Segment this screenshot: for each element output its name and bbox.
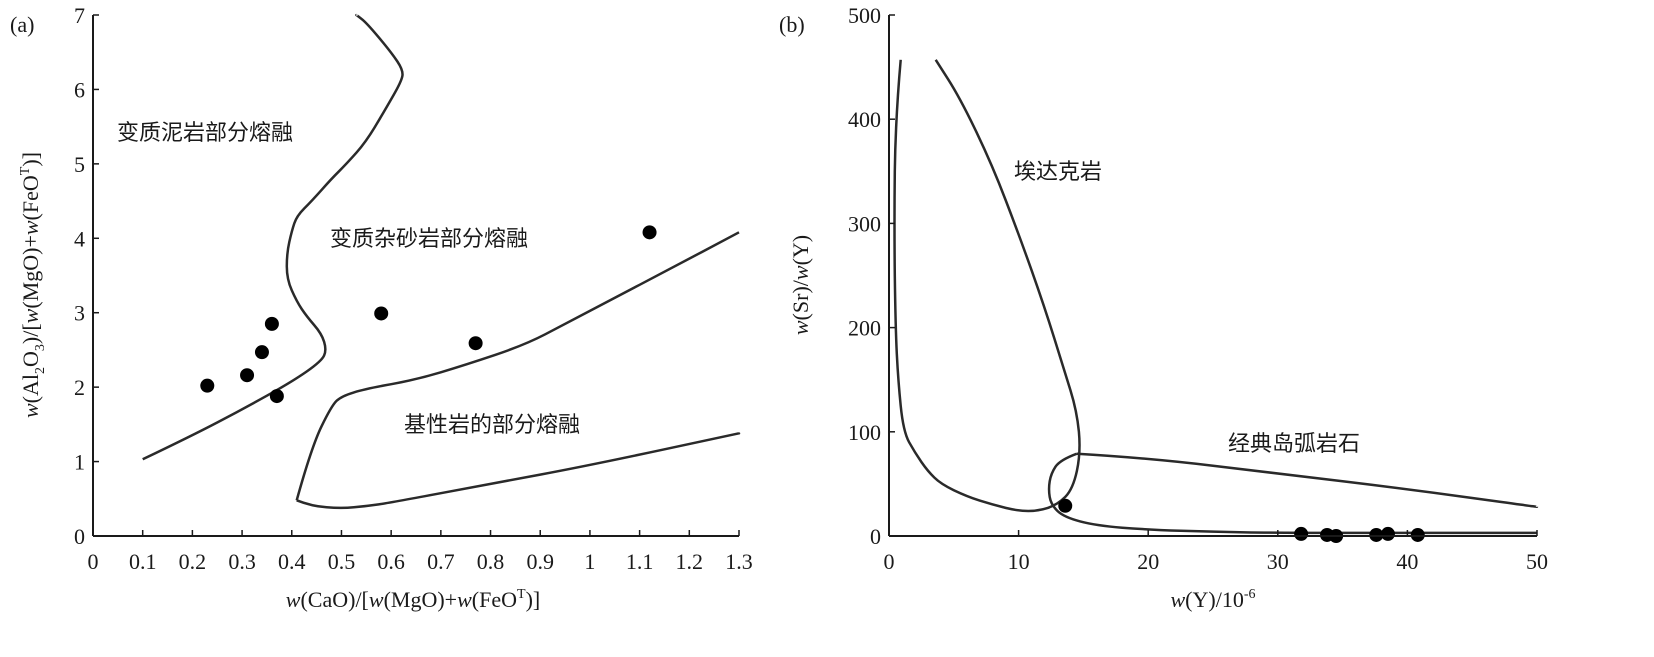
x-tick-label: 1.2 <box>676 549 704 574</box>
data-point <box>1294 526 1309 541</box>
y-tick-label: 500 <box>848 3 881 28</box>
data-point <box>642 225 657 240</box>
x-tick-label: 0.4 <box>278 549 306 574</box>
panel-b-x-ticks: 0 10 20 30 40 50 <box>884 530 1548 574</box>
panel-a-boundary-curves <box>142 13 741 510</box>
x-tick-label: 0.7 <box>427 549 455 574</box>
y-tick-label: 400 <box>848 107 881 132</box>
region-label-classic-arc-rock: 经典岛弧岩石 <box>1228 432 1360 457</box>
x-tick-label: 1.3 <box>725 549 753 574</box>
panel-b-y-ticks: 0 100 200 300 400 500 <box>848 3 895 549</box>
panel-a-label: (a) <box>10 12 34 37</box>
panel-b-axes <box>888 15 1537 537</box>
data-point <box>264 316 279 331</box>
panel-a-data-points <box>200 225 657 404</box>
x-tick-label: 20 <box>1137 549 1159 574</box>
y-tick-label: 200 <box>848 316 881 341</box>
data-point <box>200 378 215 393</box>
region-label-basic-rock: 基性岩的部分熔融 <box>404 413 580 438</box>
data-point <box>1369 527 1384 542</box>
x-tick-label: 1.1 <box>626 549 654 574</box>
y-tick-label: 1 <box>74 450 85 475</box>
x-tick-label: 0.8 <box>477 549 505 574</box>
x-tick-label: 50 <box>1526 549 1548 574</box>
x-tick-label: 30 <box>1267 549 1289 574</box>
panel-b-boundary-curves <box>893 59 1539 535</box>
boundary-curve <box>142 13 404 461</box>
y-tick-label: 300 <box>848 211 881 236</box>
y-tick-label: 7 <box>74 3 85 28</box>
y-tick-label: 0 <box>74 524 85 549</box>
x-tick-label: 0.2 <box>179 549 207 574</box>
boundary-curve <box>296 432 741 510</box>
x-tick-label: 0 <box>884 549 895 574</box>
region-label-metapelite: 变质泥岩部分熔融 <box>117 121 293 146</box>
panel-b-y-axis-label: w(Sr)/w(Y) <box>788 235 813 335</box>
boundary-curve <box>1047 452 1537 535</box>
panel-a-x-axis-label: w(CaO)/[w(MgO)+w(FeOT)] <box>286 587 540 612</box>
data-point <box>1058 498 1073 513</box>
region-label-adakite: 埃达克岩 <box>1014 160 1102 185</box>
x-tick-label: 1 <box>584 549 595 574</box>
y-tick-label: 100 <box>848 420 881 445</box>
data-point <box>468 336 483 351</box>
panel-a-axes <box>92 15 739 537</box>
panel-a-y-ticks: 0 1 2 3 4 5 6 7 <box>74 3 99 549</box>
panel-a-x-ticks: 0 0.1 0.2 0.3 0.4 0.5 0.6 0.7 0.8 0.9 1 1.1 1.2 1.3 <box>88 530 753 574</box>
boundary-curve <box>1076 452 1539 509</box>
y-tick-label: 3 <box>74 301 85 326</box>
x-tick-label: 0.3 <box>228 549 256 574</box>
y-tick-label: 5 <box>74 152 85 177</box>
data-point <box>1410 527 1425 542</box>
data-point <box>269 389 284 404</box>
x-tick-label: 40 <box>1396 549 1418 574</box>
panel-a-chart: (a) 0 0.1 0.2 0.3 0.4 0.5 0.6 0.7 0.8 0.9 1 1.1 1.2 1… <box>10 3 753 612</box>
x-tick-label: 0.1 <box>129 549 157 574</box>
panel-b-label: (b) <box>779 12 805 37</box>
x-tick-label: 0.6 <box>377 549 405 574</box>
data-point <box>374 306 389 321</box>
y-tick-label: 6 <box>74 77 85 102</box>
y-tick-label: 0 <box>870 524 881 549</box>
x-tick-label: 0.5 <box>328 549 356 574</box>
data-point <box>240 368 255 383</box>
data-point <box>1380 526 1395 541</box>
boundary-curve <box>295 231 740 501</box>
panel-b-chart: (b) 0 10 20 30 40 50 0 100 200 300 400 500 埃达克岩 经典… <box>779 3 1548 612</box>
panel-b-data-points <box>1058 498 1425 543</box>
panel-b-x-axis-label: w(Y)/10-6 <box>1170 587 1255 612</box>
y-tick-label: 2 <box>74 375 85 400</box>
x-tick-label: 10 <box>1008 549 1030 574</box>
x-tick-label: 0.9 <box>526 549 554 574</box>
data-point <box>254 345 269 360</box>
boundary-curve <box>893 59 1081 513</box>
region-label-metagreywacke: 变质杂砂岩部分熔融 <box>330 227 528 252</box>
panel-a-y-axis-label: w(Al2O3)/[w(MgO)+w(FeOT)] <box>18 152 48 418</box>
y-tick-label: 4 <box>74 226 85 251</box>
x-tick-label: 0 <box>88 549 99 574</box>
